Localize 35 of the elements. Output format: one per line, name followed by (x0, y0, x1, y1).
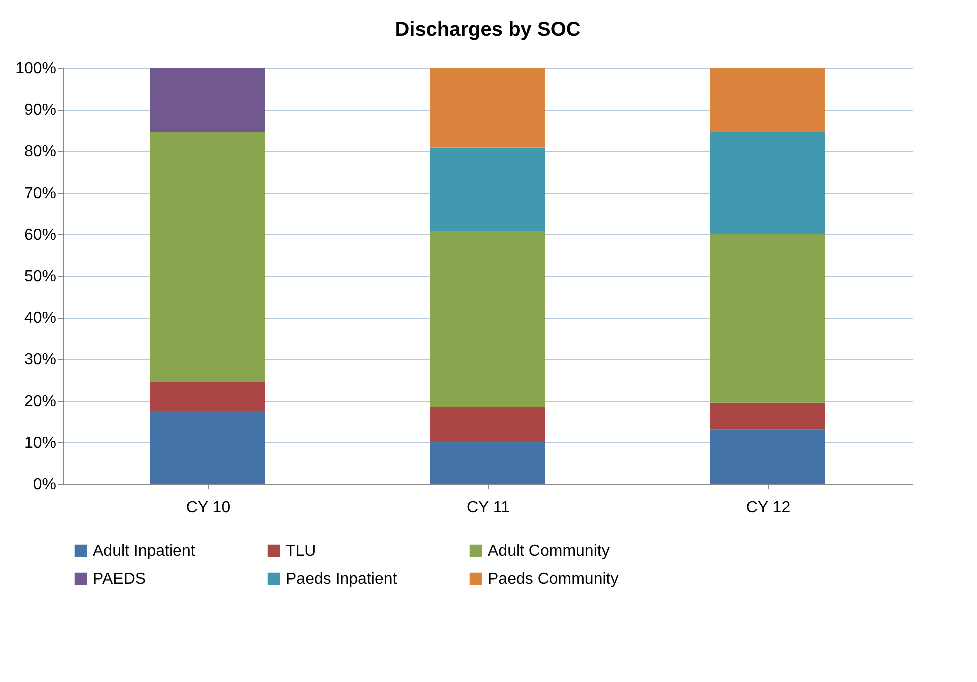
bar (710, 68, 826, 132)
legend-label: TLU (286, 543, 316, 560)
bar (150, 411, 266, 484)
x-tick-label: CY 11 (467, 500, 510, 516)
y-tick-label: 70% (24, 185, 56, 202)
chart-title: Discharges by SOC (395, 19, 581, 41)
y-tick-label: 90% (24, 102, 56, 120)
y-tick-label: 30% (24, 352, 56, 369)
y-tick-label: 80% (24, 144, 56, 161)
bar (430, 68, 546, 148)
bar (710, 430, 826, 484)
y-tick-label: 40% (24, 310, 56, 328)
bar (430, 407, 546, 442)
bar (150, 68, 266, 132)
bar (430, 441, 546, 484)
bar (710, 132, 826, 234)
y-tick-label: 100% (16, 60, 56, 78)
bar (430, 231, 546, 408)
x-tick-label: CY 10 (186, 500, 231, 516)
bar (150, 382, 266, 412)
y-tick-label: 60% (24, 226, 56, 244)
legend-label: Adult Inpatient (93, 543, 196, 560)
y-tick-label: 0% (33, 476, 56, 494)
y-tick-label: 50% (24, 268, 56, 286)
y-tick-label: 10% (24, 434, 56, 452)
legend-label: Paeds Inpatient (286, 571, 398, 588)
bar (710, 402, 826, 430)
legend-label: PAEDS (93, 571, 146, 588)
bar (710, 234, 826, 403)
bar (150, 132, 266, 382)
legend-label: Adult Community (488, 543, 610, 560)
bar (430, 148, 546, 232)
y-tick-label: 20% (24, 393, 56, 410)
legend-label: Paeds Community (488, 571, 619, 588)
x-tick-label: CY 12 (746, 500, 791, 516)
